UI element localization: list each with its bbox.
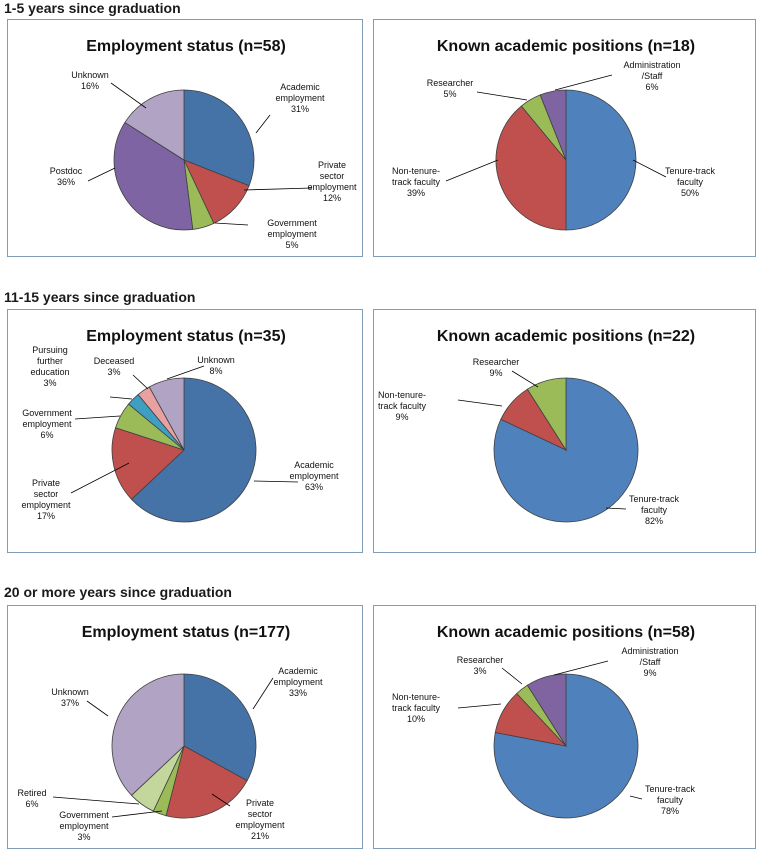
academic-positions-panel-20-plus: Known academic positions (n=58) Tenure-tr… — [373, 605, 756, 849]
employment-status-panel-20-plus: Employment status (n=177) Academic employm… — [7, 605, 363, 849]
section-title-20-plus-years: 20 or more years since graduation — [4, 584, 232, 600]
pie-slice-private — [111, 427, 185, 500]
pie-slice-academic — [183, 673, 257, 782]
leader-line — [109, 396, 133, 400]
slice-label-academic: Academic employment 31% — [275, 82, 325, 114]
leader-line — [253, 480, 299, 483]
academic-positions-chart-11-15: Known academic positions (n=22) Tenure-tr… — [378, 328, 695, 526]
leader-line — [511, 370, 539, 388]
leader-line — [74, 415, 121, 420]
slice-label-government: Government employment 3% — [59, 810, 109, 842]
slice-label-tenure-track: Tenure-track faculty 50% — [665, 166, 716, 198]
academic-positions-panel-11-15: Known academic positions (n=22) Tenure-tr… — [373, 309, 756, 553]
slice-label-government: Government employment 6% — [22, 408, 72, 440]
pie-slice-administration — [539, 89, 567, 161]
slice-label-non-tenure: Non-tenure-track faculty 10% — [392, 692, 441, 724]
slice-label-deceased: Deceased 3% — [94, 356, 135, 377]
pie-slice-academic — [130, 377, 257, 523]
pie-slice-tenure-track — [565, 89, 637, 231]
slice-label-retired: Retired 6% — [17, 788, 46, 809]
academic-positions-panel-1-5: Known academic positions (n=18) Tenure-tr… — [373, 19, 756, 257]
leader-line — [52, 796, 140, 805]
section-title-1-5-years: 1-5 years since graduation — [4, 0, 181, 16]
slice-label-tenure-track: Tenure-track faculty 78% — [645, 784, 696, 816]
employment-status-chart-11-15: Employment status (n=35) Academic employme… — [21, 328, 339, 523]
slice-label-private: Private sector employment 21% — [235, 798, 285, 841]
pie-slice-postdoc — [113, 121, 194, 231]
pie-slice-unknown — [148, 377, 185, 451]
chart-title: Employment status (n=58) — [86, 38, 286, 55]
chart-title: Employment status (n=35) — [86, 328, 286, 345]
chart-title: Employment status (n=177) — [82, 624, 291, 641]
leader-line — [632, 159, 667, 178]
leader-line — [132, 374, 149, 390]
slice-label-researcher: Researcher 9% — [473, 357, 520, 378]
leader-line — [445, 159, 499, 182]
leader-line — [605, 507, 627, 510]
leader-line — [554, 74, 613, 91]
slice-label-researcher: Researcher 5% — [427, 78, 474, 99]
employment-status-chart-1-5: Employment status (n=58) Academic employme… — [50, 38, 357, 250]
leader-line — [501, 667, 523, 685]
slice-label-non-tenure: Non-tenure-track faculty 9% — [378, 390, 427, 422]
employment-status-panel-11-15: Employment status (n=35) Academic employme… — [7, 309, 363, 553]
employment-status-chart-20-plus: Employment status (n=177) Academic employm… — [17, 624, 323, 842]
slice-label-unknown: Unknown 16% — [71, 70, 109, 91]
leader-line — [252, 677, 274, 710]
pie-slice-administration — [526, 673, 567, 748]
employment-status-panel-1-5: Employment status (n=58) Academic employme… — [7, 19, 363, 257]
leader-line — [111, 810, 163, 818]
chart-title: Known academic positions (n=18) — [437, 38, 695, 55]
leader-line — [70, 462, 130, 494]
chart-title: Known academic positions (n=22) — [437, 328, 695, 345]
slice-label-administration: Administration/Staff 6% — [623, 60, 680, 92]
slice-label-tenure-track: Tenure-track faculty 82% — [629, 494, 680, 526]
pie-slice-non-tenure — [495, 105, 567, 231]
pie-slice-unknown — [111, 673, 185, 796]
academic-positions-chart-1-5: Known academic positions (n=18) Tenure-tr… — [392, 38, 716, 231]
slice-label-private: Private sector employment 12% — [307, 160, 357, 203]
slice-label-administration: Administration/Staff 9% — [621, 646, 678, 678]
leader-line — [553, 660, 609, 676]
leader-line — [243, 187, 313, 191]
slice-label-non-tenure: Non-tenure-track faculty 39% — [392, 166, 441, 198]
pie-slice-researcher — [526, 377, 567, 452]
slice-label-government: Government employment 5% — [267, 218, 317, 250]
leader-line — [214, 222, 249, 226]
slice-label-academic: Academic employment 63% — [289, 460, 339, 492]
slice-label-researcher: Researcher 3% — [457, 655, 504, 676]
pie-slice-unknown — [124, 89, 185, 161]
chart-title: Known academic positions (n=58) — [437, 624, 695, 641]
leader-line — [255, 114, 271, 134]
slice-label-pursuing: Pursuing further education 3% — [30, 345, 69, 388]
leader-line — [476, 91, 528, 101]
leader-line — [629, 795, 643, 800]
slice-label-academic: Academic employment 33% — [273, 666, 323, 698]
section-title-11-15-years: 11-15 years since graduation — [4, 289, 196, 305]
slice-label-private: Private sector employment 17% — [21, 478, 71, 521]
slice-label-unknown: Unknown 37% — [51, 687, 89, 708]
pie-slice-academic — [183, 89, 255, 187]
leader-line — [211, 793, 231, 807]
leader-line — [86, 700, 109, 717]
leader-line — [457, 703, 502, 709]
slice-label-unknown: Unknown 8% — [197, 355, 235, 376]
leader-line — [110, 82, 147, 109]
slice-label-postdoc: Postdoc 36% — [50, 166, 83, 187]
leader-line — [166, 365, 205, 380]
academic-positions-chart-20-plus: Known academic positions (n=58) Tenure-tr… — [392, 624, 696, 819]
pie-slice-private — [165, 745, 248, 819]
leader-line — [457, 399, 503, 407]
leader-line — [87, 167, 116, 182]
